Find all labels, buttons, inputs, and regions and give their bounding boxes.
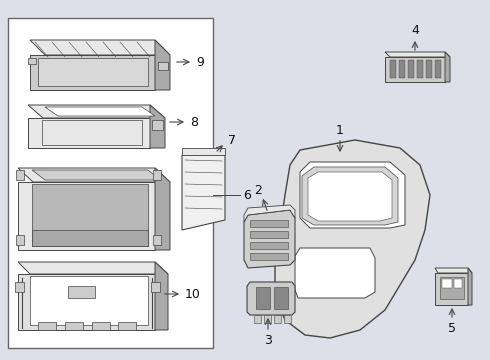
Polygon shape — [445, 52, 450, 82]
Bar — [408, 60, 414, 78]
Bar — [38, 322, 56, 330]
Polygon shape — [247, 282, 295, 315]
Bar — [435, 60, 441, 78]
Text: 4: 4 — [411, 23, 419, 36]
Polygon shape — [16, 170, 24, 180]
Bar — [417, 60, 423, 78]
Polygon shape — [158, 62, 168, 70]
Polygon shape — [16, 235, 24, 245]
Polygon shape — [152, 120, 163, 130]
Bar — [92, 322, 110, 330]
Polygon shape — [295, 248, 375, 298]
Bar — [454, 279, 462, 288]
Polygon shape — [68, 286, 95, 298]
Polygon shape — [308, 172, 392, 221]
Bar — [274, 315, 281, 323]
Text: 5: 5 — [448, 321, 456, 334]
Polygon shape — [153, 170, 161, 180]
Polygon shape — [32, 230, 148, 246]
Bar — [118, 322, 136, 330]
Polygon shape — [30, 40, 170, 55]
Polygon shape — [244, 210, 295, 268]
Polygon shape — [468, 268, 472, 305]
Bar — [250, 231, 288, 238]
Text: 10: 10 — [185, 288, 201, 301]
Polygon shape — [32, 170, 160, 180]
Text: 3: 3 — [264, 333, 272, 346]
Polygon shape — [435, 273, 468, 305]
Bar — [256, 287, 270, 309]
Polygon shape — [155, 40, 170, 90]
Polygon shape — [153, 235, 161, 245]
Bar — [250, 220, 288, 227]
Polygon shape — [30, 276, 148, 325]
Polygon shape — [385, 52, 450, 57]
Polygon shape — [15, 282, 24, 292]
Text: 8: 8 — [190, 116, 198, 129]
Text: 2: 2 — [254, 184, 262, 197]
Bar — [426, 60, 432, 78]
Polygon shape — [275, 140, 430, 338]
Bar — [38, 58, 148, 86]
Bar — [65, 322, 83, 330]
Polygon shape — [28, 118, 150, 148]
Polygon shape — [18, 262, 168, 274]
Polygon shape — [435, 268, 472, 273]
Polygon shape — [18, 274, 155, 330]
Polygon shape — [182, 155, 225, 230]
Polygon shape — [32, 184, 148, 246]
Polygon shape — [45, 107, 155, 116]
Polygon shape — [151, 282, 160, 292]
Text: 9: 9 — [196, 55, 204, 68]
Polygon shape — [182, 148, 225, 155]
Polygon shape — [30, 55, 155, 90]
Bar — [8, 18, 213, 348]
Polygon shape — [155, 168, 170, 250]
Bar — [440, 277, 464, 299]
Bar — [274, 287, 288, 309]
Polygon shape — [150, 105, 165, 148]
Polygon shape — [155, 262, 168, 330]
Polygon shape — [385, 57, 445, 82]
Bar — [250, 253, 288, 260]
Polygon shape — [18, 182, 155, 250]
Polygon shape — [28, 105, 165, 118]
Bar — [284, 315, 291, 323]
Polygon shape — [302, 167, 398, 225]
Bar — [250, 242, 288, 249]
Polygon shape — [42, 120, 142, 145]
Polygon shape — [28, 58, 36, 64]
Bar — [264, 315, 271, 323]
Text: 6: 6 — [243, 189, 251, 202]
Polygon shape — [18, 168, 170, 182]
Bar — [442, 279, 452, 288]
Bar — [399, 60, 405, 78]
Text: 1: 1 — [336, 123, 344, 136]
Bar — [254, 315, 261, 323]
Text: 7: 7 — [228, 134, 236, 147]
Polygon shape — [300, 162, 405, 228]
Bar — [390, 60, 396, 78]
Polygon shape — [244, 205, 295, 222]
